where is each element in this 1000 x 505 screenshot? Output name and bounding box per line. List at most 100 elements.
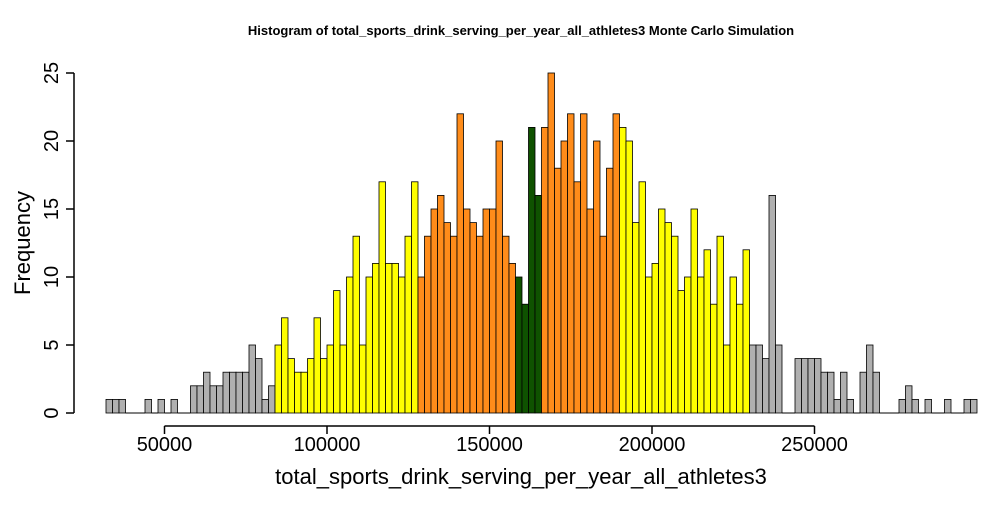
histogram-bar (411, 181, 419, 414)
histogram-bar (430, 208, 438, 414)
histogram-bar (489, 208, 497, 414)
histogram-bar (573, 181, 581, 414)
histogram-bar (840, 371, 848, 414)
histogram-bar (287, 358, 295, 414)
histogram-bar (281, 317, 289, 414)
histogram-bar (567, 113, 575, 414)
x-tick-label: 50000 (137, 434, 193, 456)
histogram-bar (144, 398, 152, 414)
histogram-bar (749, 344, 757, 414)
histogram-bar (742, 249, 750, 414)
histogram-bar (736, 303, 744, 414)
histogram-bar (963, 398, 971, 414)
histogram-bar (469, 222, 477, 414)
histogram-bar (300, 371, 308, 414)
x-tick-label: 150000 (456, 434, 523, 456)
histogram-bar (190, 385, 198, 414)
histogram-bar (703, 249, 711, 414)
histogram-bar (827, 371, 835, 414)
histogram-bar (586, 208, 594, 414)
histogram-bar (599, 235, 607, 414)
histogram-bar (853, 412, 860, 414)
histogram-bar (372, 262, 380, 414)
histogram-bar (677, 290, 685, 414)
histogram-bar (651, 262, 659, 414)
histogram-bar (580, 113, 588, 414)
histogram-bar (606, 167, 614, 414)
histogram-bar (170, 398, 178, 414)
histogram-bar (125, 412, 132, 414)
histogram-bar (690, 208, 698, 414)
histogram-bar (625, 140, 633, 414)
histogram-bar (872, 371, 880, 414)
histogram-bar (235, 371, 243, 414)
histogram-bar (723, 344, 731, 414)
histogram-bar (164, 412, 171, 414)
histogram-bar (378, 181, 386, 414)
histogram-bar (820, 371, 828, 414)
histogram-bar (495, 140, 503, 414)
y-tick-label: 20 (41, 130, 63, 152)
histogram-bar (359, 344, 367, 414)
histogram-bar (612, 113, 620, 414)
x-tick-label: 250000 (781, 434, 848, 456)
histogram-bar (886, 412, 893, 414)
histogram-bar (261, 398, 269, 414)
histogram-bar (105, 398, 113, 414)
histogram-bar (924, 398, 932, 414)
histogram-bar (521, 303, 529, 414)
histogram-bar (911, 398, 919, 414)
histogram-bar (248, 344, 256, 414)
y-tick-label: 25 (41, 62, 63, 84)
histogram-bar (398, 276, 406, 414)
histogram-bar (541, 127, 549, 414)
y-axis-label: Frequency (10, 191, 35, 295)
histogram-bar (274, 344, 282, 414)
histogram-bar (138, 412, 145, 414)
histogram-bar (456, 113, 464, 414)
histogram-bar (775, 344, 783, 414)
histogram-bar (762, 358, 770, 414)
histogram-bar (632, 222, 640, 414)
histogram-bar (951, 412, 958, 414)
histogram-bars (105, 72, 978, 414)
histogram-bar (132, 412, 139, 414)
histogram-bar (352, 235, 360, 414)
x-tick-label: 200000 (619, 434, 686, 456)
histogram-bar (157, 398, 165, 414)
histogram-bar (859, 371, 867, 414)
histogram-bar (534, 194, 542, 414)
chart-title: Histogram of total_sports_drink_serving_… (248, 23, 794, 38)
histogram-bar (242, 371, 250, 414)
histogram-bar (768, 194, 776, 414)
histogram-bar (443, 222, 451, 414)
y-tick-label: 5 (41, 339, 63, 350)
histogram-bar (476, 235, 484, 414)
histogram-bar (879, 412, 886, 414)
histogram-bar (307, 358, 315, 414)
histogram-bar (697, 276, 705, 414)
histogram-bar (151, 412, 158, 414)
histogram-bar (320, 358, 328, 414)
histogram-bar (664, 222, 672, 414)
histogram-bar (788, 412, 795, 414)
histogram-bar (294, 371, 302, 414)
x-axis: 50000 100000 150000 200000 250000 (137, 425, 848, 456)
histogram-bar (184, 412, 191, 414)
histogram-bar (450, 235, 458, 414)
histogram-bar (794, 358, 802, 414)
histogram-bar (482, 208, 490, 414)
histogram-bar (593, 140, 601, 414)
histogram-bar (417, 276, 425, 414)
histogram-bar (684, 276, 692, 414)
histogram-bar (112, 398, 120, 414)
histogram-bar (385, 262, 393, 414)
y-tick-label: 15 (41, 198, 63, 220)
histogram-bar (463, 208, 471, 414)
histogram-bar (339, 344, 347, 414)
histogram-bar (729, 276, 737, 414)
histogram-bar (905, 385, 913, 414)
histogram-bar (716, 235, 724, 414)
histogram-bar (268, 385, 276, 414)
